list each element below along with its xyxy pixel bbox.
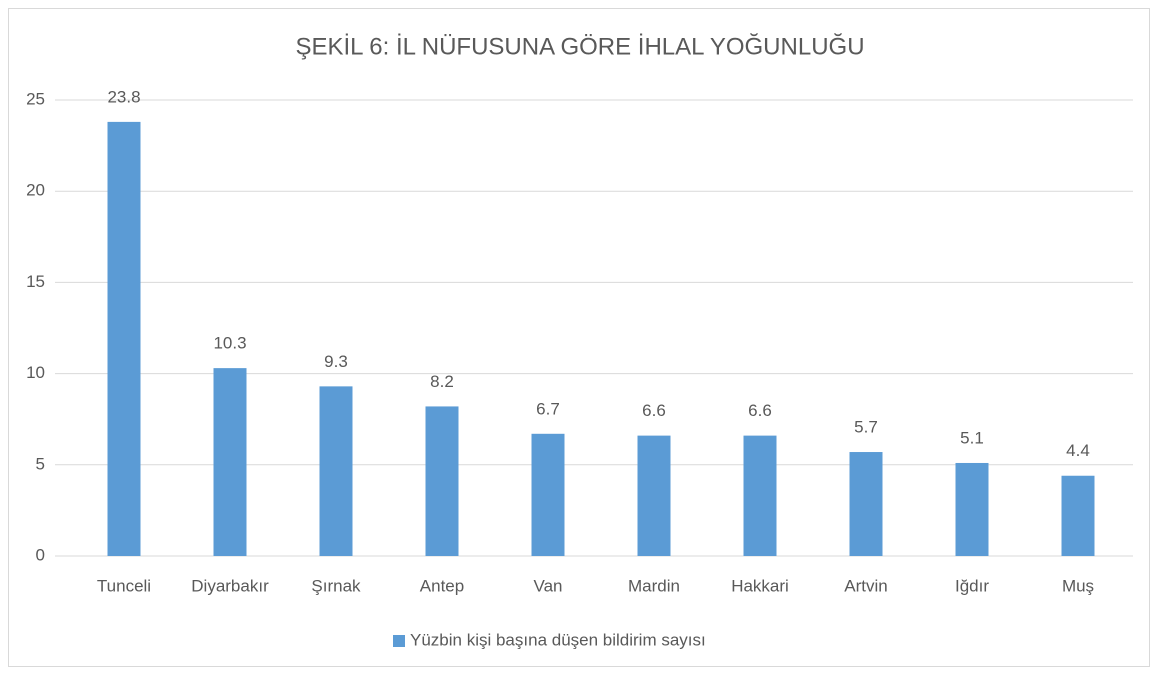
x-tick-label: Diyarbakır xyxy=(191,576,269,595)
data-label: 5.1 xyxy=(960,428,984,447)
data-label: 5.7 xyxy=(854,418,878,437)
data-label: 23.8 xyxy=(107,87,140,106)
bar xyxy=(849,452,883,556)
y-tick-label: 15 xyxy=(26,272,45,291)
y-tick-label: 0 xyxy=(36,545,45,564)
bar xyxy=(637,435,671,556)
bar xyxy=(107,121,141,556)
chart-title: ŞEKİL 6: İL NÜFUSUNA GÖRE İHLAL YOĞUNLUĞ… xyxy=(295,33,864,60)
bar xyxy=(1061,475,1095,556)
x-tick-label: Hakkari xyxy=(731,576,789,595)
data-label: 6.6 xyxy=(748,401,772,420)
bar xyxy=(319,386,353,556)
x-tick-label: Şırnak xyxy=(311,576,361,595)
y-tick-label: 25 xyxy=(26,89,45,108)
data-label: 8.2 xyxy=(430,372,454,391)
x-tick-label: Tunceli xyxy=(97,576,151,595)
x-tick-label: Mardin xyxy=(628,576,680,595)
data-label: 4.4 xyxy=(1066,441,1090,460)
x-tick-label: Iğdır xyxy=(955,576,989,595)
y-tick-label: 10 xyxy=(26,363,45,382)
chart-frame xyxy=(8,8,1150,667)
x-tick-label: Muş xyxy=(1062,576,1094,595)
x-tick-label: Antep xyxy=(420,576,464,595)
data-label: 9.3 xyxy=(324,352,348,371)
y-tick-label: 5 xyxy=(36,454,45,473)
y-tick-label: 20 xyxy=(26,181,45,200)
legend-swatch xyxy=(393,635,405,647)
x-tick-label: Van xyxy=(534,576,563,595)
bar xyxy=(531,433,565,556)
legend-label: Yüzbin kişi başına düşen bildirim sayısı xyxy=(410,630,706,649)
data-label: 6.7 xyxy=(536,399,560,418)
data-label: 10.3 xyxy=(213,334,246,353)
bar xyxy=(425,406,459,556)
bar xyxy=(213,368,247,556)
bar xyxy=(743,435,777,556)
data-label: 6.6 xyxy=(642,401,666,420)
bar xyxy=(955,462,989,556)
x-tick-label: Artvin xyxy=(844,576,887,595)
